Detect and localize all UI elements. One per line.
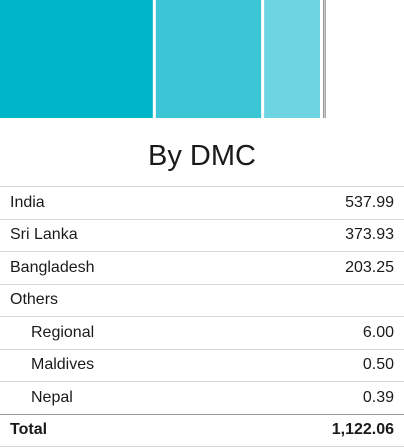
row-value: 203.25 — [226, 251, 404, 284]
row-value: 0.50 — [226, 348, 404, 382]
bar-segment-regional — [323, 0, 324, 118]
row-value: 0.39 — [226, 381, 404, 414]
row-label: Sri Lanka — [0, 218, 227, 252]
row-label: Nepal — [0, 381, 227, 414]
row-value: 537.99 — [226, 186, 404, 219]
row-value: 373.93 — [226, 218, 404, 252]
total-row: Total 1,122.06 — [0, 413, 404, 447]
table-row: Sri Lanka 373.93 — [0, 218, 404, 252]
row-label: India — [0, 186, 227, 219]
row-value — [226, 283, 404, 317]
dmc-table: India 537.99 Sri Lanka 373.93 Bangladesh 203.… — [0, 186, 404, 447]
table-row: Regional 6.00 — [0, 316, 404, 349]
row-label: Bangladesh — [0, 251, 227, 284]
chart-title: By DMC — [148, 140, 256, 172]
table-row: Others — [0, 283, 404, 317]
bar-segment-bangladesh — [264, 0, 320, 118]
bar-segment-nepal — [324, 0, 326, 118]
stacked-bar-chart — [0, 0, 326, 118]
row-label: Others — [0, 283, 227, 317]
bar-segment-sri-lanka — [155, 0, 262, 118]
total-value: 1,122.06 — [226, 413, 404, 447]
total-label: Total — [0, 413, 227, 447]
row-value: 6.00 — [226, 316, 404, 349]
bar-segment-india — [0, 0, 153, 118]
table-row: Maldives 0.50 — [0, 348, 404, 382]
row-label: Regional — [0, 316, 227, 349]
row-label: Maldives — [0, 348, 227, 382]
table-row: Nepal 0.39 — [0, 381, 404, 414]
table-row: India 537.99 — [0, 186, 404, 219]
table-row: Bangladesh 203.25 — [0, 251, 404, 284]
